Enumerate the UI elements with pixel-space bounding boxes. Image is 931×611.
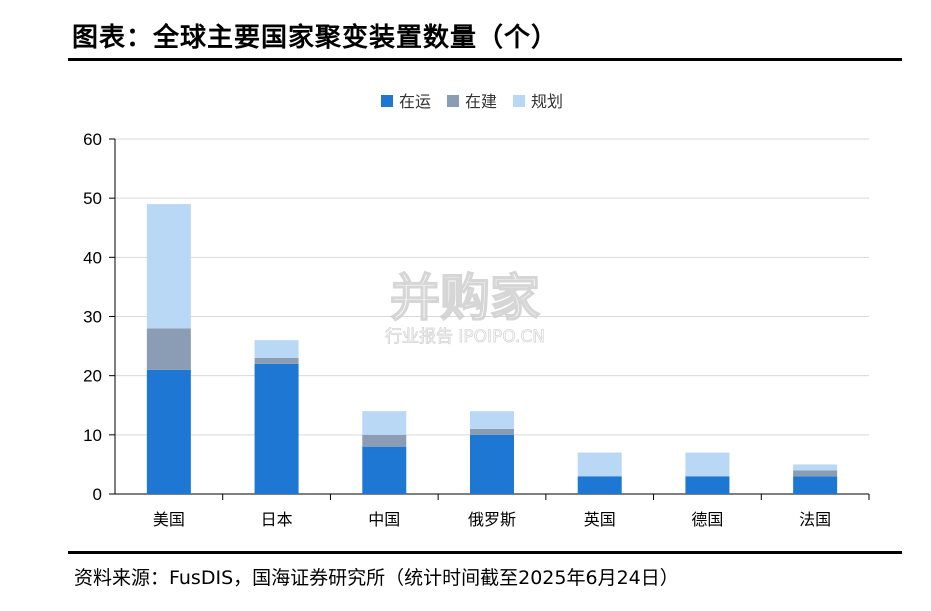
bar-construction: [362, 434, 407, 447]
source-note: 资料来源：FusDIS，国海证券研究所（统计时间截至2025年6月24日）: [74, 567, 679, 589]
bar-operating: [577, 476, 622, 494]
bar-operating: [254, 363, 299, 494]
bar-planned: [793, 464, 838, 471]
legend-swatch: [447, 95, 459, 107]
source-divider: [68, 551, 902, 554]
title-divider: [68, 58, 902, 61]
watermark-subtext: 行业报告 IPOIPO.CN: [385, 327, 545, 347]
x-category-label: 俄罗斯: [468, 510, 516, 529]
legend-label: 在运: [399, 92, 431, 111]
y-tick-label: 30: [83, 308, 102, 327]
bar-construction: [146, 328, 191, 370]
x-category-label: 英国: [584, 510, 616, 529]
y-tick-label: 10: [83, 426, 102, 445]
y-tick-label: 60: [83, 130, 102, 149]
x-category-label: 德国: [691, 510, 723, 529]
bar-construction: [793, 470, 838, 477]
bar-planned: [685, 452, 730, 477]
legend-label: 在建: [465, 92, 497, 111]
bar-operating: [146, 369, 191, 494]
watermark-text: 并购家: [390, 269, 540, 327]
legend-swatch: [381, 95, 393, 107]
bar-planned: [254, 340, 299, 358]
bar-operating: [470, 434, 514, 494]
bar-operating: [793, 476, 838, 494]
bar-planned: [362, 411, 407, 435]
chart-title: 图表：全球主要国家聚变装置数量（个）: [72, 23, 559, 53]
bar-planned: [577, 452, 622, 477]
y-tick-label: 0: [93, 485, 102, 504]
bar-operating: [685, 476, 730, 494]
bar-construction: [470, 428, 514, 435]
bar-planned: [146, 204, 191, 329]
bar-operating: [362, 446, 407, 494]
bar-planned: [470, 411, 514, 429]
y-tick-label: 40: [83, 248, 102, 267]
legend-swatch: [513, 95, 525, 107]
x-category-label: 法国: [799, 510, 831, 529]
x-category-label: 美国: [153, 510, 185, 529]
legend-label: 规划: [531, 92, 563, 111]
bar-construction: [254, 357, 299, 364]
y-tick-label: 20: [83, 367, 102, 386]
x-category-label: 日本: [261, 510, 293, 529]
x-category-label: 中国: [368, 510, 400, 529]
y-tick-label: 50: [83, 189, 102, 208]
